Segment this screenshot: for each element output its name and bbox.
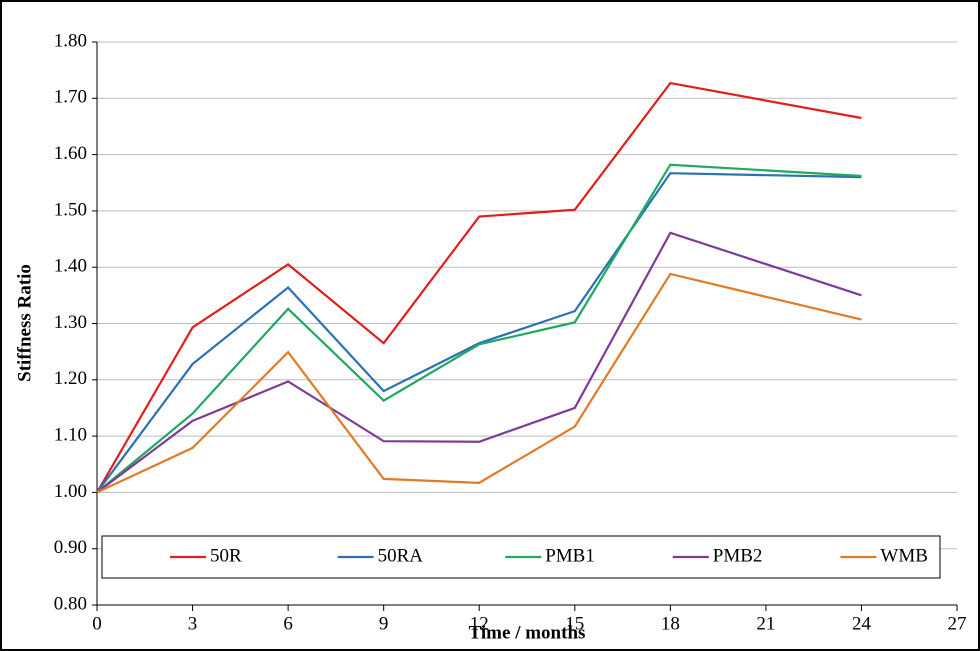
x-tick-label: 27 — [948, 613, 967, 634]
x-tick-label: 18 — [661, 613, 680, 634]
legend-label: PMB2 — [713, 545, 763, 566]
series-line — [96, 163, 862, 494]
x-tick-label: 3 — [188, 613, 198, 634]
series-line — [96, 231, 862, 494]
x-axis-label: Time / months — [469, 622, 586, 643]
x-tick-label: 15 — [565, 613, 584, 634]
series-line — [96, 81, 862, 493]
y-tick-label: 1.80 — [54, 30, 87, 51]
x-tick-label: 6 — [283, 613, 293, 634]
x-tick-label: 0 — [92, 613, 102, 634]
y-tick-label: 1.20 — [54, 368, 87, 389]
y-tick-label: 1.30 — [54, 312, 87, 333]
x-tick-label: 21 — [756, 613, 775, 634]
y-tick-label: 1.10 — [54, 424, 87, 445]
legend-label: WMB — [880, 545, 928, 566]
y-tick-label: 1.40 — [54, 256, 87, 277]
y-tick-label: 1.70 — [54, 87, 87, 108]
x-tick-label: 9 — [379, 613, 389, 634]
y-tick-label: 1.00 — [54, 481, 87, 502]
x-tick-label: 12 — [470, 613, 489, 634]
y-tick-label: 0.80 — [54, 593, 87, 614]
legend-label: 50R — [210, 545, 242, 566]
x-tick-label: 24 — [852, 613, 872, 634]
series-line — [96, 272, 862, 494]
legend-label: PMB1 — [545, 545, 595, 566]
y-tick-label: 0.90 — [54, 537, 87, 558]
legend-label: 50RA — [378, 545, 424, 566]
y-tick-label: 1.60 — [54, 143, 87, 164]
y-axis-label: Stiffness Ratio — [14, 264, 35, 382]
series-line — [96, 172, 862, 494]
y-tick-label: 1.50 — [54, 199, 87, 220]
